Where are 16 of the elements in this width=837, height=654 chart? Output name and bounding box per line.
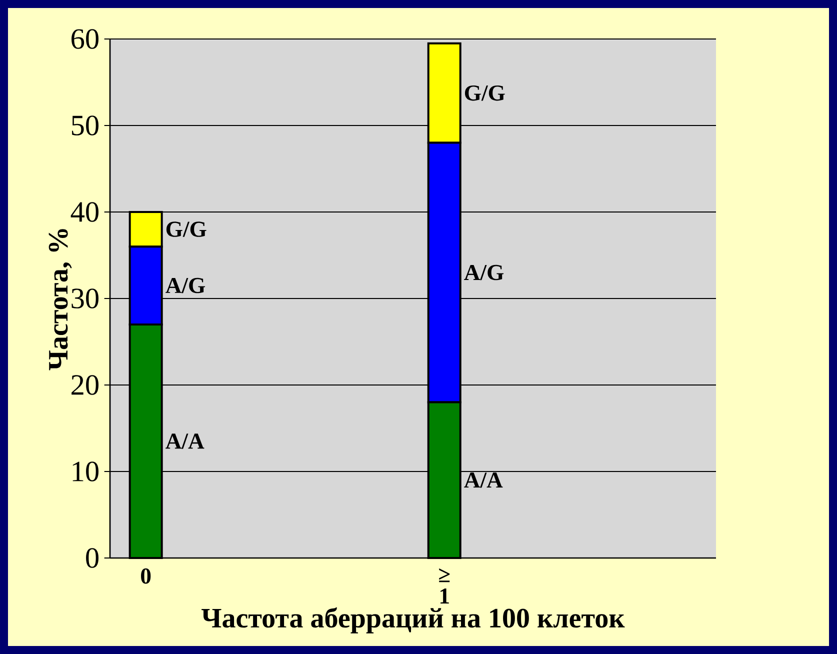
text: G/G <box>166 222 206 237</box>
x-tick-label: ≥ 1 <box>439 568 450 604</box>
text: A/A <box>464 472 503 488</box>
series-label: A/G <box>166 278 206 294</box>
y-tick-label: 30 <box>72 288 98 308</box>
text: A/G <box>464 264 504 280</box>
series-label: A/A <box>166 434 204 449</box>
y-tick-label: 20 <box>72 375 98 395</box>
y-tick-label: 0 <box>86 548 98 568</box>
x-axis-title: Частота аберраций на 100 клеток <box>202 607 625 634</box>
y-tick-label: 60 <box>72 29 98 49</box>
y-tick-label: 40 <box>70 202 98 222</box>
y-tick-label: 50 <box>72 116 98 136</box>
y-tick-label: 10 <box>72 462 98 482</box>
series-label: G/G <box>464 85 505 101</box>
y-axis-title: Частота, % <box>48 229 72 370</box>
